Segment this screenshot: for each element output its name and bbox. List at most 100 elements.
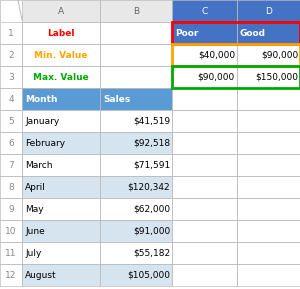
- Text: D: D: [265, 6, 272, 16]
- Bar: [172, 66, 237, 88]
- Bar: [172, 198, 237, 220]
- Bar: [100, 66, 172, 88]
- Bar: [100, 264, 172, 286]
- Text: 7: 7: [8, 160, 14, 170]
- Bar: [0, 88, 22, 110]
- Text: 8: 8: [8, 182, 14, 192]
- Text: $105,000: $105,000: [127, 271, 170, 279]
- Bar: [172, 242, 237, 264]
- Bar: [22, 176, 100, 198]
- Bar: [172, 132, 237, 154]
- Bar: [22, 66, 100, 88]
- Bar: [0, 22, 22, 44]
- Bar: [172, 0, 237, 22]
- Text: 9: 9: [8, 205, 14, 214]
- Bar: [172, 88, 237, 110]
- Text: Good: Good: [240, 29, 266, 38]
- Bar: [22, 264, 100, 286]
- Bar: [237, 220, 300, 242]
- Bar: [0, 154, 22, 176]
- Bar: [172, 242, 237, 264]
- Bar: [0, 44, 22, 66]
- Text: 2: 2: [8, 51, 14, 60]
- Bar: [22, 220, 100, 242]
- Text: January: January: [25, 116, 59, 125]
- Bar: [237, 154, 300, 176]
- Bar: [100, 88, 172, 110]
- Bar: [237, 176, 300, 198]
- Bar: [172, 198, 237, 220]
- Text: July: July: [25, 249, 41, 257]
- Bar: [237, 110, 300, 132]
- Text: June: June: [25, 227, 45, 236]
- Bar: [22, 132, 100, 154]
- Bar: [237, 88, 300, 110]
- Bar: [172, 132, 237, 154]
- Bar: [237, 264, 300, 286]
- Bar: [100, 264, 172, 286]
- Bar: [172, 176, 237, 198]
- Text: 11: 11: [5, 249, 17, 257]
- Bar: [237, 132, 300, 154]
- Bar: [100, 154, 172, 176]
- Bar: [100, 154, 172, 176]
- Bar: [237, 198, 300, 220]
- Bar: [0, 22, 22, 44]
- Bar: [172, 44, 300, 66]
- Bar: [22, 242, 100, 264]
- Bar: [172, 264, 237, 286]
- Bar: [100, 66, 172, 88]
- Bar: [100, 110, 172, 132]
- Bar: [172, 154, 237, 176]
- Bar: [237, 176, 300, 198]
- Bar: [0, 242, 22, 264]
- Bar: [22, 110, 100, 132]
- Bar: [0, 176, 22, 198]
- Text: $41,519: $41,519: [133, 116, 170, 125]
- Bar: [237, 198, 300, 220]
- Text: 6: 6: [8, 138, 14, 147]
- Bar: [22, 198, 100, 220]
- Text: $90,000: $90,000: [261, 51, 298, 60]
- Text: $62,000: $62,000: [133, 205, 170, 214]
- Bar: [22, 264, 100, 286]
- Text: B: B: [133, 6, 139, 16]
- Bar: [100, 198, 172, 220]
- Bar: [172, 154, 237, 176]
- Bar: [237, 110, 300, 132]
- Bar: [237, 22, 300, 44]
- Text: Max. Value: Max. Value: [33, 73, 89, 81]
- Text: Label: Label: [47, 29, 75, 38]
- Bar: [22, 66, 100, 88]
- Bar: [172, 0, 237, 22]
- Bar: [0, 154, 22, 176]
- Bar: [172, 22, 300, 44]
- Bar: [22, 154, 100, 176]
- Text: 1: 1: [8, 29, 14, 38]
- Text: C: C: [201, 6, 208, 16]
- Bar: [100, 110, 172, 132]
- Bar: [100, 242, 172, 264]
- Text: $40,000: $40,000: [198, 51, 235, 60]
- Bar: [22, 176, 100, 198]
- Text: 5: 5: [8, 116, 14, 125]
- Bar: [237, 66, 300, 88]
- Bar: [22, 22, 100, 44]
- Bar: [0, 0, 22, 22]
- Bar: [22, 220, 100, 242]
- Bar: [172, 220, 237, 242]
- Bar: [172, 88, 237, 110]
- Bar: [172, 66, 237, 88]
- Bar: [100, 220, 172, 242]
- Bar: [172, 110, 237, 132]
- Bar: [100, 88, 172, 110]
- Text: A: A: [58, 6, 64, 16]
- Bar: [172, 264, 237, 286]
- Text: $55,182: $55,182: [133, 249, 170, 257]
- Bar: [100, 198, 172, 220]
- Bar: [0, 264, 22, 286]
- Bar: [0, 66, 22, 88]
- Text: February: February: [25, 138, 65, 147]
- Text: 4: 4: [8, 95, 14, 103]
- Bar: [172, 44, 237, 66]
